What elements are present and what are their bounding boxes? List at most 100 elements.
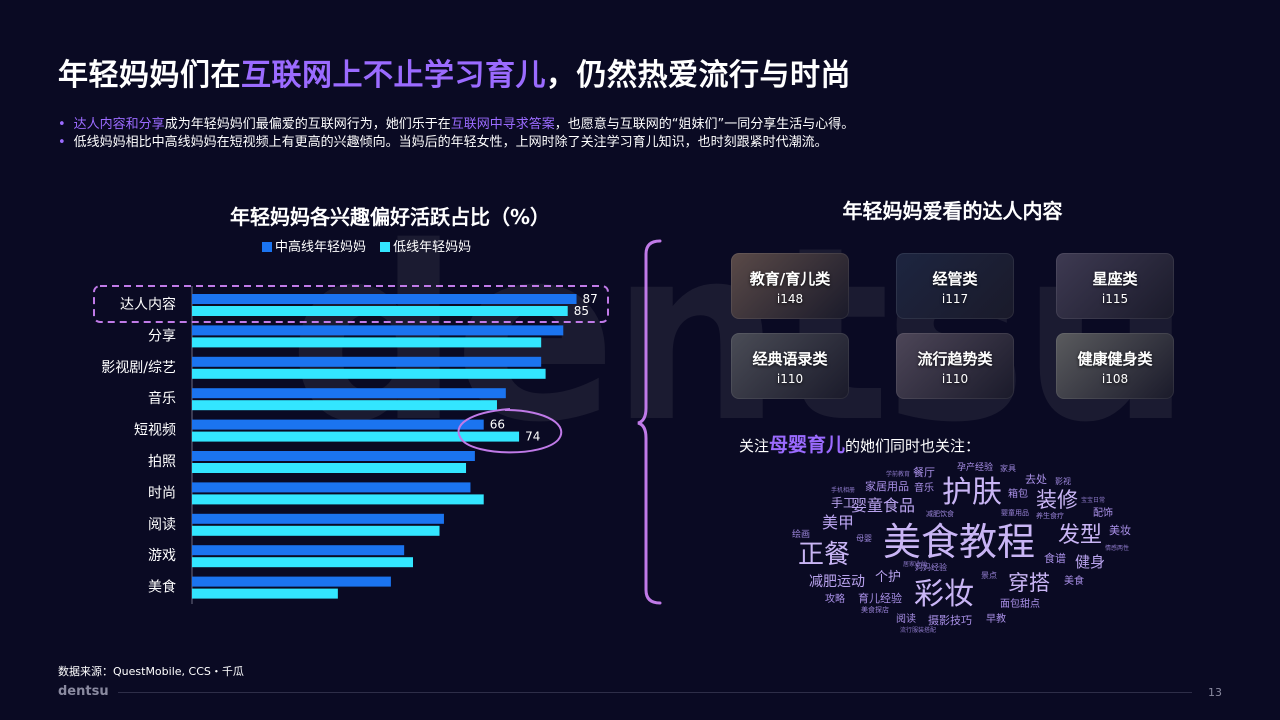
bar-low [192, 337, 542, 348]
bullet-2-text: 低线妈妈相比中高线妈妈在短视频上有更高的兴趣倾向。当妈后的年轻女性，上网时除了关… [73, 135, 828, 150]
bar-high [192, 356, 542, 367]
cloud-word: 情感两性 [1105, 544, 1129, 552]
cloud-word: 早教 [986, 612, 1006, 625]
card-name: 经管类 [932, 270, 978, 288]
category-label: 阅读 [148, 516, 176, 533]
card-name: 健康健身类 [1077, 350, 1153, 368]
cloud-word: 个护 [875, 570, 901, 585]
category-label: 美食 [148, 579, 176, 596]
cloud-word: 餐厅 [913, 465, 935, 479]
cloud-word: 装修 [1036, 488, 1078, 512]
legend-swatch-high [262, 242, 272, 252]
cloud-word: 育儿经验 [858, 591, 902, 605]
bullet-1-highlight-1: 达人内容和分享 [73, 117, 165, 132]
cloud-word: 母婴 [856, 534, 872, 543]
cloud-word: 影视 [1055, 476, 1071, 486]
bar-high [192, 482, 471, 493]
legend-label-high: 中高线年轻妈妈 [275, 240, 367, 255]
cloud-word: 去处 [1025, 473, 1047, 486]
category-label: 音乐 [148, 390, 176, 407]
chart-title: 年轻妈妈各兴趣偏好活跃占比（%） [229, 205, 551, 229]
cloud-word: 美甲 [822, 513, 854, 532]
bar-low [192, 588, 338, 599]
bar-high [192, 576, 391, 587]
bullet-list: • 达人内容和分享成为年轻妈妈们最偏爱的互联网行为，她们乐于在互联网中寻求答案，也… [58, 116, 854, 152]
cloud-word: 家具 [1000, 463, 1016, 473]
legend-label-low: 低线年轻妈妈 [393, 240, 472, 255]
cloud-word: 食谱 [1044, 551, 1066, 565]
cloud-word: 学前教育 [886, 470, 910, 478]
card-name: 教育/育儿类 [749, 270, 831, 288]
cloud-word: 美食教程 [883, 520, 1035, 564]
page-title: 年轻妈妈们在互联网上不止学习育儿，仍然热爱流行与时尚 [58, 50, 851, 94]
cloud-word: 家居用品 [865, 479, 909, 493]
cloud-word: 居家收纳 [903, 560, 927, 568]
cloud-word: 绘画 [792, 528, 810, 540]
bullet-1-text-2: ，也愿意与互联网的“姐妹们”一同分享生活与心得。 [554, 117, 855, 132]
card-name: 流行趋势类 [917, 350, 993, 368]
highlight-box [93, 285, 609, 323]
cloud-word: 阅读 [896, 612, 916, 625]
cloud-word: 音乐 [914, 481, 934, 494]
category-label: 分享 [148, 327, 176, 344]
cloud-label-prefix: 关注 [739, 437, 770, 455]
card-value: i108 [1101, 372, 1129, 386]
cloud-word: 婴童食品 [851, 496, 915, 515]
cloud-label-suffix: 的她们同时也关注： [845, 437, 981, 455]
cloud-word: 宝宝日常 [1081, 496, 1105, 504]
circle-highlight [457, 408, 563, 454]
cloud-word: 正餐 [798, 540, 850, 570]
category-label: 短视频 [134, 423, 176, 439]
cloud-word: 妈妈经验 [915, 562, 947, 572]
card-name: 星座类 [1092, 270, 1138, 288]
cloud-word: 箱包 [1008, 487, 1028, 500]
card-value: i117 [941, 292, 969, 306]
legend-item-low: 低线年轻妈妈 [380, 240, 471, 255]
cloud-word: 攻略 [825, 592, 845, 605]
card-value: i148 [776, 292, 804, 306]
right-brace [637, 239, 662, 605]
cloud-word: 健身 [1075, 553, 1105, 571]
cloud-word: 发型 [1058, 523, 1102, 548]
bar-low [192, 463, 467, 473]
legend-item-high: 中高线年轻妈妈 [262, 240, 366, 255]
card-value: i110 [941, 372, 969, 386]
data-source: 数据来源：QuestMobile, CCS・千瓜 [58, 665, 244, 678]
cloud-word: 养生食疗 [1036, 511, 1064, 520]
bullet-1-text-1: 成为年轻妈妈们最偏爱的互联网行为，她们乐于在 [164, 117, 451, 132]
category-label: 时尚 [148, 485, 176, 501]
bar-high [192, 294, 577, 304]
data-label: 66 [490, 418, 505, 432]
cloud-word: 配饰 [1093, 506, 1113, 519]
cloud-word: 景点 [981, 571, 997, 580]
cloud-word: 婴童用品 [1001, 508, 1029, 517]
cloud-word: 摄影技巧 [928, 613, 972, 627]
bar-low [192, 306, 568, 316]
bar-high [192, 388, 506, 399]
title-highlight: 互联网上不止学习育儿 [241, 58, 546, 93]
bullet-1: • 达人内容和分享成为年轻妈妈们最偏爱的互联网行为，她们乐于在互联网中寻求答案，也… [58, 116, 854, 134]
bullet-dot: • [58, 117, 66, 132]
category-label: 影视剧/综艺 [101, 360, 176, 376]
cloud-word: 手机相册 [831, 486, 855, 494]
bullet-2: • 低线妈妈相比中高线妈妈在短视频上有更高的兴趣倾向。当妈后的年轻女性，上网时除了… [58, 134, 854, 152]
bar-low [192, 557, 413, 568]
title-suffix: ，仍然热爱流行与时尚 [546, 58, 851, 93]
card-name: 经典语录类 [752, 350, 828, 368]
footer-logo: dentsu [58, 684, 109, 699]
data-label: 85 [574, 304, 589, 318]
cloud-label-highlight: 母婴育儿 [769, 434, 846, 456]
influencer-card-fitness: 健康健身类 i108 [1056, 333, 1174, 399]
bar-low [192, 368, 546, 379]
card-value: i110 [776, 372, 804, 386]
footer-divider [118, 692, 1192, 693]
bar-high [192, 451, 475, 461]
cloud-word: 美食 [1064, 574, 1084, 587]
category-label: 达人内容 [120, 296, 176, 313]
influencer-card-trends: 流行趋势类 i110 [896, 333, 1014, 399]
bullet-dot: • [58, 135, 66, 150]
bar-high [192, 545, 405, 556]
cloud-word: 彩妆 [914, 577, 974, 612]
